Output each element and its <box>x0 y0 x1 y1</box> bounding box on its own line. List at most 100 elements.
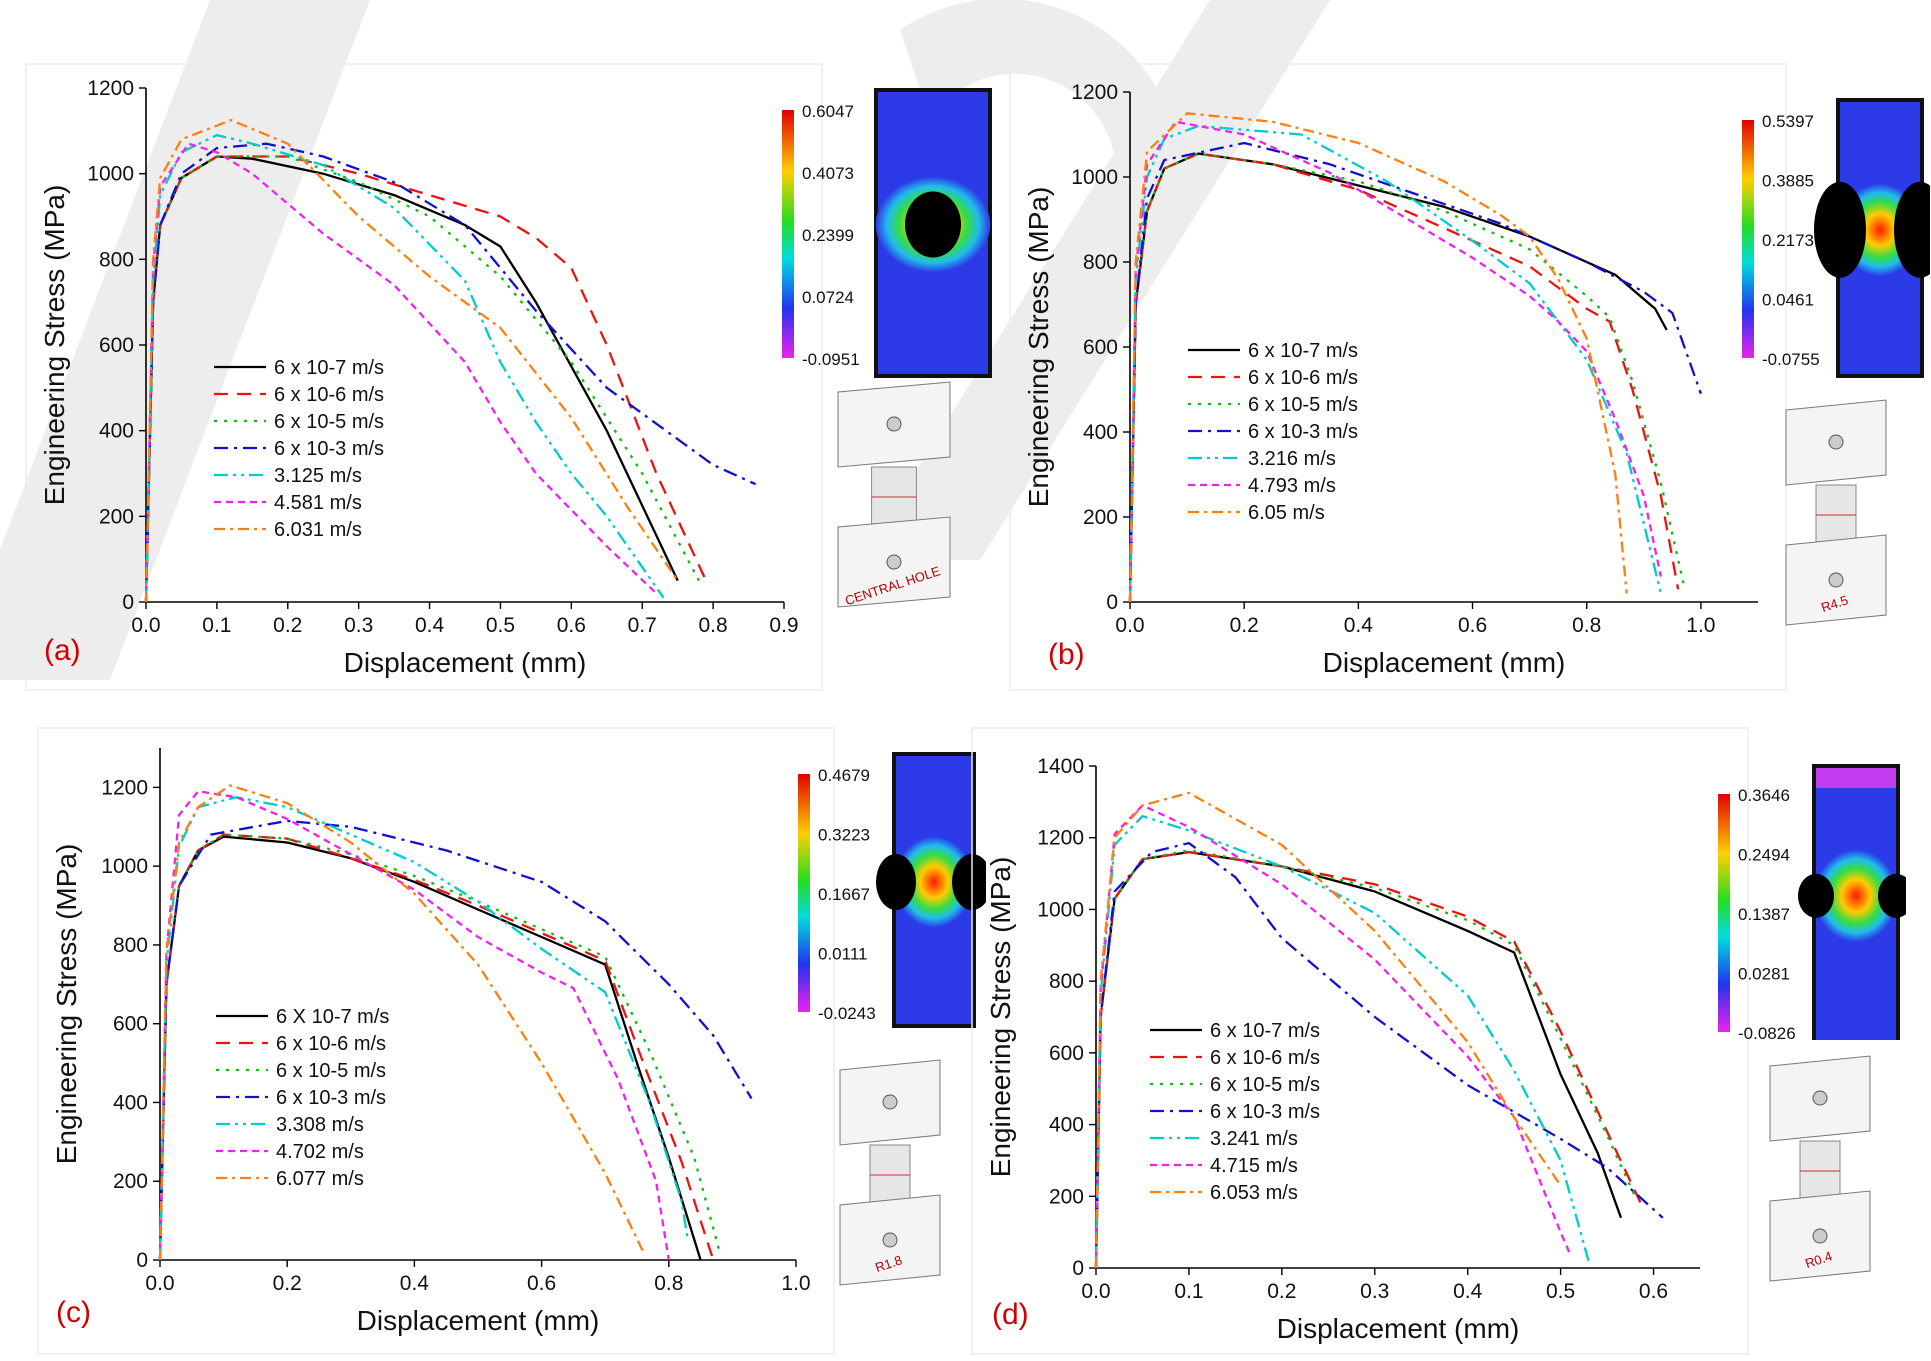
chart-d: 0.0 0.1 0.2 0.3 0.4 0.5 0.6 0 200 400 600 800 1000 12… <box>971 727 1749 1355</box>
series-line <box>1094 791 1562 1269</box>
x-tick-label: 0.6 <box>557 614 586 637</box>
y-tick-label: 200 <box>113 1170 148 1193</box>
series-line <box>1128 124 1663 603</box>
y-tick-label: 400 <box>113 1091 148 1114</box>
panel-a: 0.0 0.1 0.2 0.3 0.4 0.5 0.6 0.7 0.8 0.9 0 200 400 600… <box>24 62 824 697</box>
y-tick-label: 600 <box>113 1013 148 1036</box>
y-tick-label: 600 <box>99 334 134 357</box>
specimen-drawing: CENTRAL HOLE <box>837 381 951 608</box>
specimen-drawing: R0.4 <box>1769 1055 1871 1282</box>
legend-label: 6 x 10-6 m/s <box>1248 367 1358 389</box>
y-tick-label: 400 <box>1049 1114 1084 1137</box>
contour-panel-b: 0.5397 0.3885 0.2173 0.0461 -0.0755 <box>1730 94 1931 389</box>
legend-label: 6 x 10-5 m/s <box>1210 1074 1320 1096</box>
legend-label: 6.05 m/s <box>1248 502 1325 524</box>
series-line <box>144 155 708 603</box>
legend-label: 6 x 10-5 m/s <box>274 411 384 433</box>
specimen-diagram-d: R0.4 <box>1769 1055 1871 1282</box>
panel-frame <box>971 727 1749 1355</box>
strain-hotspot <box>1814 849 1898 943</box>
series-line <box>144 133 665 603</box>
colorbar-label: 0.2494 <box>1738 846 1790 865</box>
x-tick-label: 0.0 <box>145 1272 174 1295</box>
series-line <box>144 155 700 603</box>
colorbar-label: 0.0111 <box>818 945 867 964</box>
x-tick-label: 0.1 <box>1174 1280 1203 1303</box>
specimen-drawing: R4.5 <box>1785 399 1887 626</box>
contour-panel-a: 0.6047 0.4073 0.2399 0.0724 -0.0951 <box>770 84 1000 389</box>
y-tick-label: 200 <box>99 505 134 528</box>
colorbar <box>1718 794 1730 1032</box>
strain-contour-d: 0.3646 0.2494 0.1387 0.0281 -0.0826 <box>1718 764 1914 1044</box>
y-tick-label: 1200 <box>87 77 134 100</box>
legend-label: 6 x 10-7 m/s <box>1210 1020 1320 1042</box>
chart-c: 0.0 0.2 0.4 0.6 0.8 1.0 0 200 400 600 800 1000 1200 D… <box>37 727 835 1355</box>
colorbar-label: 0.3646 <box>1738 786 1790 805</box>
colorbar-label: -0.0951 <box>802 350 860 369</box>
pin-hole-top <box>1828 434 1844 450</box>
y-tick-label: 200 <box>1049 1185 1084 1208</box>
x-tick-label: 0.3 <box>1360 1280 1389 1303</box>
x-tick-label: 0.9 <box>769 614 798 637</box>
panel-label: (a) <box>44 634 81 667</box>
notch-right <box>1894 181 1931 278</box>
series-line <box>158 796 690 1261</box>
chart-a: 0.0 0.1 0.2 0.3 0.4 0.5 0.6 0.7 0.8 0.9 0 200 400 600… <box>25 63 823 691</box>
y-tick-label: 0 <box>122 591 134 614</box>
pin-hole-bottom <box>886 554 902 570</box>
legend-label: 6 x 10-3 m/s <box>276 1087 386 1109</box>
y-tick-label: 400 <box>1083 421 1118 444</box>
panel-d: 0.0 0.1 0.2 0.3 0.4 0.5 0.6 0 200 400 600 800 1000 12… <box>970 726 1750 1361</box>
pin-hole-top <box>1812 1090 1828 1106</box>
specimen-diagram-c: R1.8 <box>839 1059 941 1286</box>
x-tick-label: 1.0 <box>781 1272 810 1295</box>
x-tick-label: 0.4 <box>1344 614 1374 637</box>
panel-frame <box>1009 63 1787 691</box>
notch-left <box>1798 873 1834 918</box>
series-line <box>1128 120 1663 603</box>
series-line <box>144 142 658 603</box>
x-axis-label: Displacement (mm) <box>1323 647 1566 678</box>
y-tick-label: 400 <box>99 420 134 443</box>
legend-label: 3.216 m/s <box>1248 448 1336 470</box>
panel-c: 0.0 0.2 0.4 0.6 0.8 1.0 0 200 400 600 800 1000 1200 D… <box>36 726 836 1361</box>
series-line <box>1094 850 1646 1269</box>
colorbar-label: 0.4073 <box>802 164 854 183</box>
y-tick-label: 1000 <box>87 163 134 186</box>
chart-b: 0.0 0.2 0.4 0.6 0.8 1.0 0 200 400 600 800 1000 1200 D… <box>1009 63 1787 691</box>
y-axis-label: Engineering Stress (MPa) <box>39 185 70 506</box>
y-axis-label: Engineering Stress (MPa) <box>1023 187 1054 508</box>
y-tick-label: 800 <box>99 248 134 271</box>
legend-label: 4.715 m/s <box>1210 1155 1298 1177</box>
x-tick-label: 0.0 <box>131 614 160 637</box>
series-line <box>158 790 670 1261</box>
series-line <box>1094 850 1623 1269</box>
x-tick-label: 0.2 <box>273 614 302 637</box>
y-tick-label: 0 <box>1072 1257 1084 1280</box>
x-tick-label: 0.8 <box>654 1272 683 1295</box>
legend-label: 6.053 m/s <box>1210 1182 1298 1204</box>
legend-label: 6.077 m/s <box>276 1168 364 1190</box>
legend-label: 6.031 m/s <box>274 519 362 541</box>
y-tick-label: 1200 <box>101 776 148 799</box>
pin-hole-bottom <box>1812 1228 1828 1244</box>
x-tick-label: 0.4 <box>1453 1280 1483 1303</box>
contour-top-edge <box>1816 768 1896 788</box>
central-hole <box>905 191 961 258</box>
strain-contour-b: 0.5397 0.3885 0.2173 0.0461 -0.0755 <box>1742 98 1931 378</box>
legend-label: 3.308 m/s <box>276 1114 364 1136</box>
x-tick-label: 0.2 <box>273 1272 302 1295</box>
specimen-panel-a: CENTRAL HOLE <box>820 372 970 627</box>
y-axis-label: Engineering Stress (MPa) <box>51 844 82 1165</box>
x-axis-label: Displacement (mm) <box>357 1305 600 1336</box>
colorbar-label: 0.2399 <box>802 226 854 245</box>
x-tick-label: 0.4 <box>400 1272 430 1295</box>
legend-label: 6 x 10-5 m/s <box>276 1060 386 1082</box>
panel-label: (b) <box>1048 638 1085 671</box>
x-tick-label: 0.2 <box>1267 1280 1296 1303</box>
y-tick-label: 0 <box>1106 591 1118 614</box>
series-line <box>144 142 757 603</box>
colorbar-label: 0.3885 <box>1762 172 1814 191</box>
x-tick-label: 0.0 <box>1115 614 1144 637</box>
strain-contour-c: 0.4679 0.3223 0.1667 0.0111 -0.0243 <box>798 752 992 1028</box>
